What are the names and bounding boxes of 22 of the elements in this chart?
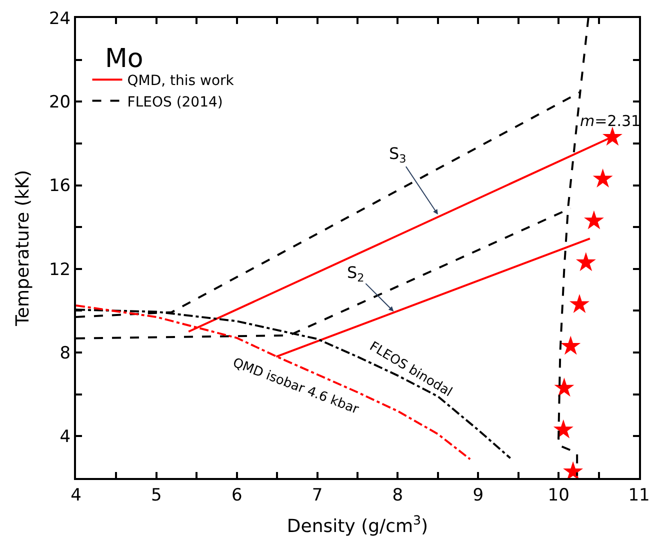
- legend-label: FLEOS (2014): [127, 94, 223, 110]
- x-axis-title: Density (g/cm$^{3}$): [286, 512, 428, 537]
- y-tick-label: 16: [48, 176, 71, 196]
- annotation: QMD isobar 4.6 kbar: [230, 356, 362, 418]
- y-tick-label: 24: [48, 8, 71, 29]
- x-tick-label: 11: [628, 485, 650, 506]
- y-tick-label: 4: [60, 427, 71, 448]
- y-tick-label: 20: [48, 92, 71, 113]
- annotation: S$_{3}$: [389, 144, 406, 166]
- x-tick-label: 9: [472, 485, 484, 506]
- x-tick-label: 7: [312, 485, 323, 506]
- annotation: S$_{2}$: [347, 263, 364, 284]
- x-tick-label: 5: [151, 485, 162, 506]
- y-tick-label: 12: [48, 260, 71, 280]
- legend-label: QMD, this work: [127, 73, 235, 90]
- x-tick-label: 6: [231, 485, 242, 506]
- x-tick-label: 10: [548, 485, 570, 506]
- y-axis-title: Temperature (kK): [12, 170, 34, 328]
- y-tick-label: 8: [60, 344, 71, 364]
- x-tick-label: 8: [392, 485, 404, 506]
- annotation: m=2.31: [580, 112, 641, 130]
- annotation: Mo: [105, 44, 144, 74]
